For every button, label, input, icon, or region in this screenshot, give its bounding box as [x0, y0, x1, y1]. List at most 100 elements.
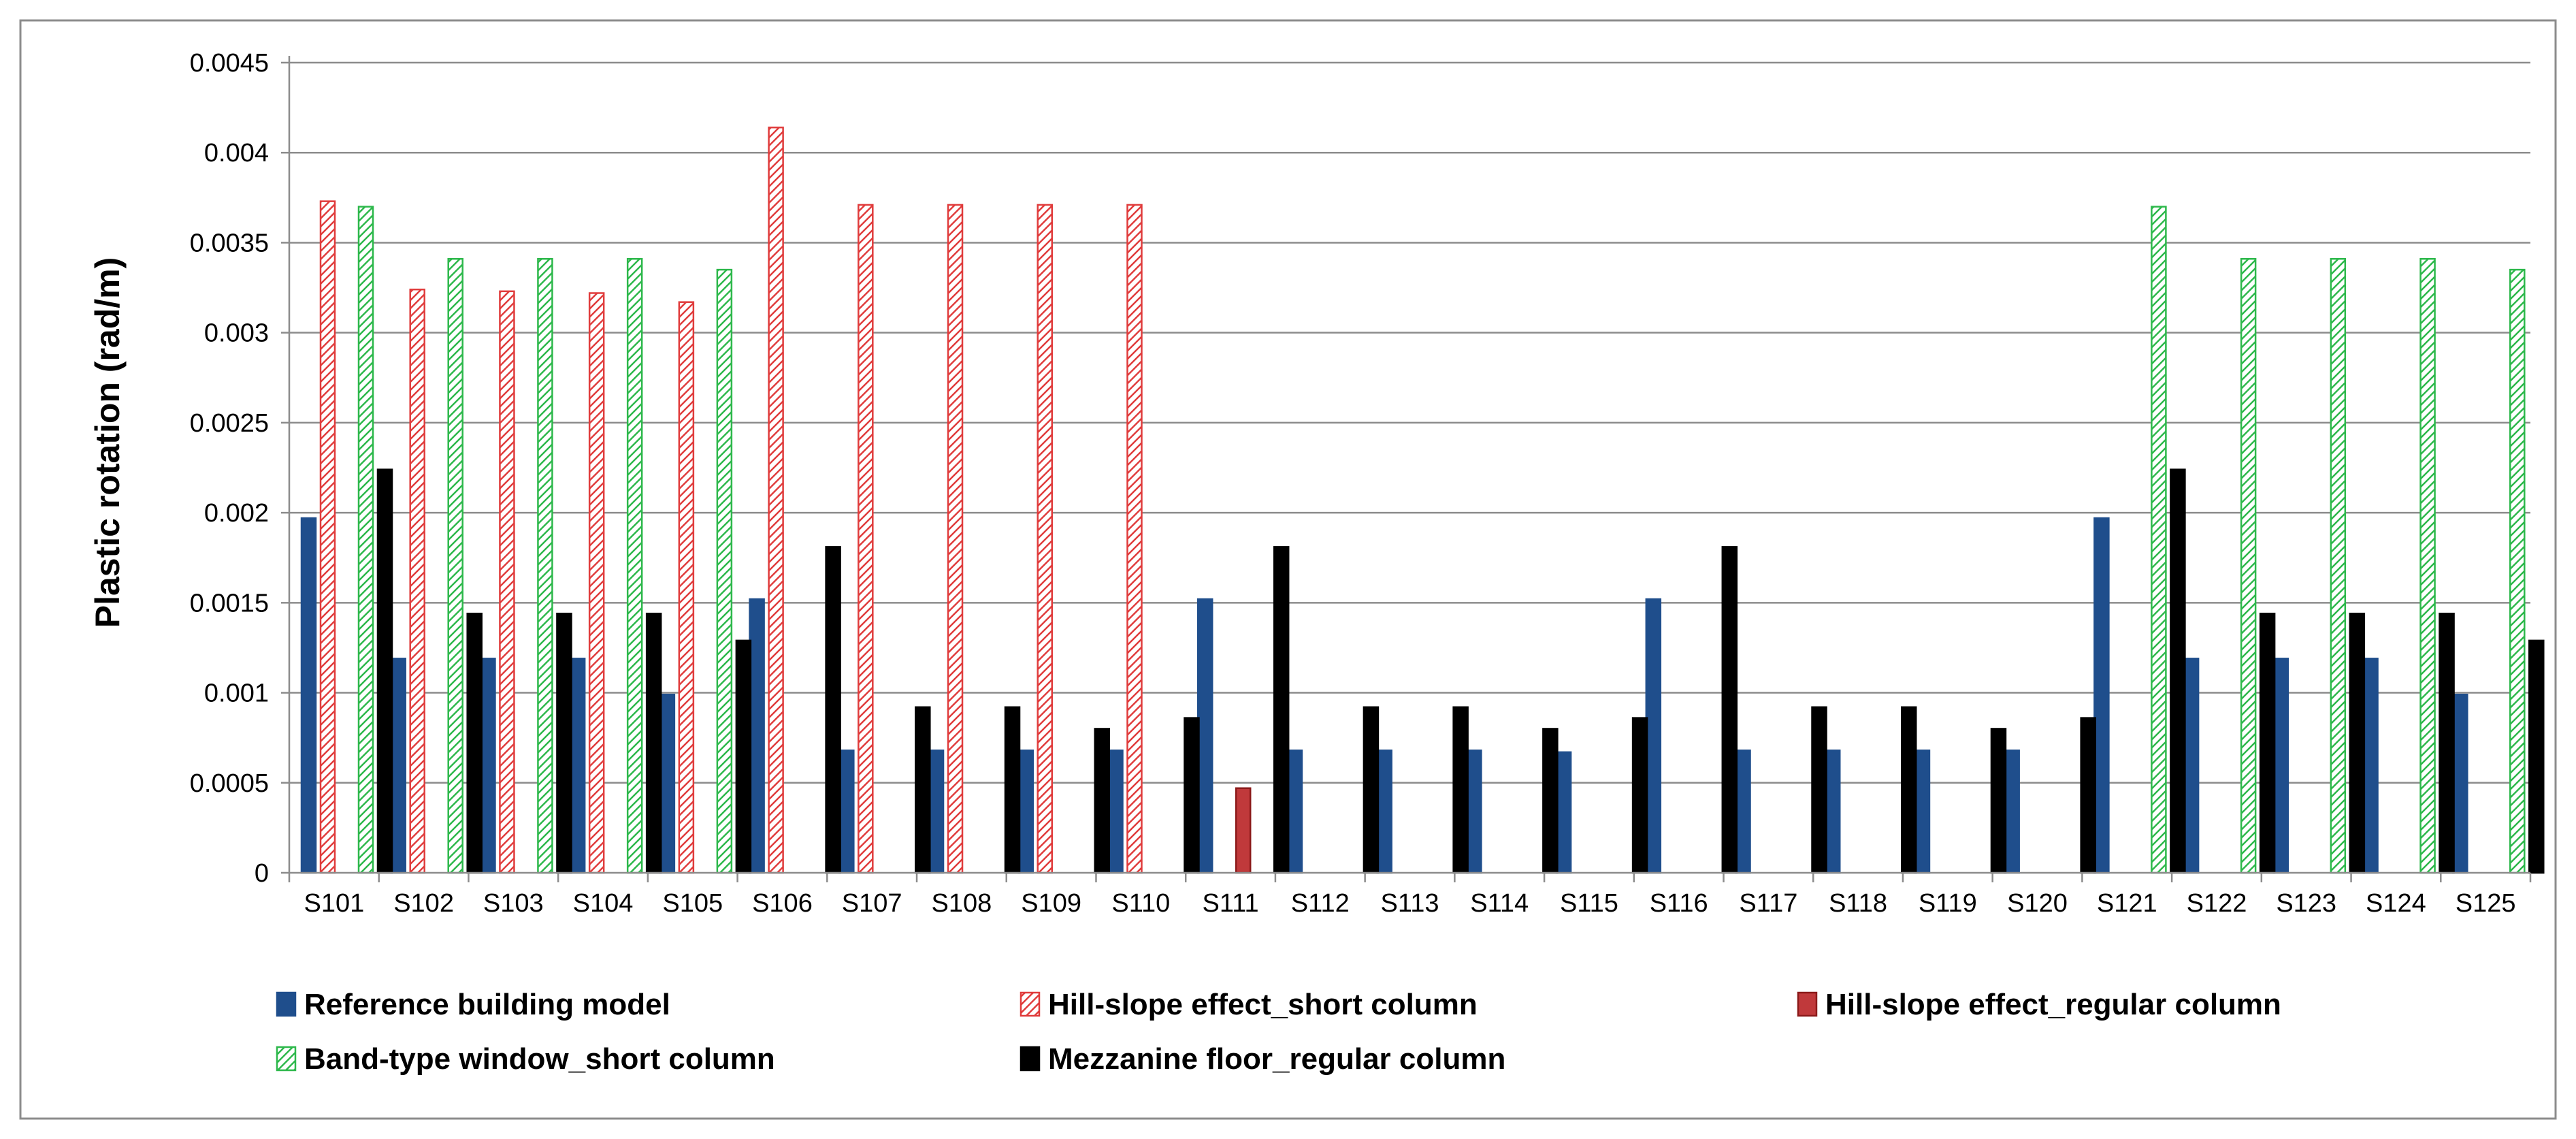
bar-reference-building-model-s103 — [480, 658, 496, 874]
bar-hill-slope-effect-short-column-s108 — [947, 204, 964, 874]
bar-mezzanine-floor-regular-column-s125 — [2528, 639, 2545, 874]
bar-reference-building-model-s123 — [2272, 658, 2289, 874]
x-tick-label: S122 — [2187, 889, 2247, 918]
y-tick-label: 0.004 — [204, 139, 269, 167]
bar-reference-building-model-s114 — [1466, 749, 1482, 874]
bar-mezzanine-floor-regular-column-s106 — [825, 546, 841, 874]
bar-band-type-window-short-column-s124 — [2419, 257, 2436, 874]
y-tick-label: 0.0045 — [190, 49, 269, 78]
bar-hill-slope-effect-short-column-s109 — [1037, 204, 1054, 874]
bar-reference-building-model-s111 — [1196, 598, 1213, 874]
bar-hill-slope-effect-short-column-s110 — [1126, 204, 1143, 874]
x-tick-label: S116 — [1650, 889, 1708, 918]
bar-mezzanine-floor-regular-column-s110 — [1184, 717, 1200, 874]
y-tick-label: 0.003 — [204, 319, 269, 348]
y-tick-label: 0.002 — [204, 499, 269, 528]
y-tick-label: 0.001 — [204, 679, 269, 708]
x-tick-label: S106 — [752, 889, 813, 918]
bar-reference-building-model-s113 — [1376, 749, 1392, 874]
bar-band-type-window-short-column-s122 — [2240, 257, 2257, 874]
x-tick-label: S114 — [1470, 889, 1529, 918]
bar-reference-building-model-s112 — [1286, 749, 1303, 874]
bar-reference-building-model-s106 — [749, 598, 765, 874]
legend-item: Mezzanine floor_regular column — [1020, 1042, 1505, 1076]
bar-band-type-window-short-column-s101 — [357, 206, 374, 874]
bar-reference-building-model-s117 — [1735, 749, 1751, 874]
legend-swatch — [276, 1046, 297, 1072]
bar-mezzanine-floor-regular-column-s119 — [1990, 728, 2007, 874]
bar-mezzanine-floor-regular-column-s116 — [1721, 546, 1738, 874]
x-tick-labels: S101 S102 S103 S104 S105 S106 S107 S108 S109 S110… — [288, 873, 2532, 918]
x-tick-label: S112 — [1291, 889, 1350, 918]
y-tick-labels: 0 0.0005 0.001 0.0015 0.002 0.0025 0.003 0.0035… — [190, 49, 289, 888]
bar-mezzanine-floor-regular-column-s121 — [2170, 468, 2186, 874]
bar-reference-building-model-s104 — [569, 658, 586, 874]
bar-band-type-window-short-column-s102 — [447, 257, 463, 874]
bar-hill-slope-effect-short-column-s101 — [319, 200, 336, 874]
bar-mezzanine-floor-regular-column-s111 — [1273, 546, 1290, 874]
bar-hill-slope-effect-short-column-s102 — [409, 288, 425, 874]
y-tick-label: 0.0015 — [190, 589, 269, 617]
y-tick-label: 0.0025 — [190, 409, 269, 438]
bar-reference-building-model-s102 — [390, 658, 406, 874]
bar-mezzanine-floor-regular-column-s113 — [1452, 706, 1469, 874]
bar-reference-building-model-s118 — [1824, 749, 1841, 874]
legend-label: Hill-slope effect_short column — [1048, 988, 1478, 1021]
bar-mezzanine-floor-regular-column-s123 — [2349, 612, 2366, 874]
bar-mezzanine-floor-regular-column-s109 — [1094, 728, 1111, 874]
bar-hill-slope-effect-regular-column-s111 — [1235, 787, 1252, 874]
bar-mezzanine-floor-regular-column-s115 — [1631, 717, 1648, 874]
bar-hill-slope-effect-short-column-s106 — [768, 126, 784, 874]
x-tick-label: S109 — [1021, 889, 1081, 918]
bar-mezzanine-floor-regular-column-s104 — [645, 612, 662, 874]
legend-label: Reference building model — [304, 988, 670, 1021]
bar-reference-building-model-s105 — [659, 693, 676, 874]
bar-mezzanine-floor-regular-column-s101 — [376, 468, 393, 874]
legend-swatch — [1797, 991, 1818, 1017]
bar-mezzanine-floor-regular-column-s112 — [1363, 706, 1380, 874]
x-tick-label: S105 — [662, 889, 723, 918]
bar-band-type-window-short-column-s121 — [2151, 206, 2167, 874]
bar-reference-building-model-s101 — [300, 517, 317, 874]
bar-reference-building-model-s115 — [1555, 751, 1572, 874]
legend-swatch — [276, 991, 297, 1017]
bar-mezzanine-floor-regular-column-s118 — [1900, 706, 1917, 874]
x-tick-label: S103 — [483, 889, 544, 918]
x-tick-label: S119 — [1919, 889, 1977, 918]
x-tick-label: S104 — [573, 889, 634, 918]
bar-reference-building-model-s109 — [1017, 749, 1034, 874]
legend-label: Mezzanine floor_regular column — [1048, 1042, 1505, 1076]
bar-reference-building-model-s116 — [1645, 598, 1662, 874]
legend-swatch — [1020, 1046, 1041, 1072]
bar-reference-building-model-s110 — [1107, 749, 1124, 874]
bar-mezzanine-floor-regular-column-s120 — [2080, 717, 2096, 874]
x-tick-label: S120 — [2007, 889, 2068, 918]
x-tick-label: S101 — [304, 889, 364, 918]
bar-mezzanine-floor-regular-column-s117 — [1811, 706, 1827, 874]
bar-band-type-window-short-column-s125 — [2509, 268, 2526, 874]
bar-mezzanine-floor-regular-column-s105 — [735, 639, 752, 874]
x-tick-label: S123 — [2276, 889, 2336, 918]
bar-reference-building-model-s124 — [2362, 658, 2379, 874]
bar-mezzanine-floor-regular-column-s107 — [915, 706, 931, 874]
x-tick-label: S125 — [2456, 889, 2516, 918]
x-tick-label: S121 — [2097, 889, 2157, 918]
x-tick-label: S111 — [1203, 889, 1259, 918]
y-tick-label: 0 — [255, 859, 269, 888]
axes — [288, 56, 2530, 874]
bar-mezzanine-floor-regular-column-s103 — [556, 612, 572, 874]
bar-reference-building-model-s121 — [2093, 517, 2110, 874]
bar-mezzanine-floor-regular-column-s114 — [1542, 728, 1559, 874]
x-tick-label: S118 — [1829, 889, 1887, 918]
bar-mezzanine-floor-regular-column-s108 — [1004, 706, 1021, 874]
legend-label: Band-type window_short column — [304, 1042, 775, 1076]
bar-hill-slope-effect-short-column-s104 — [588, 292, 605, 874]
y-axis-title: Plastic rotation (rad/m) — [88, 257, 127, 628]
legend-label: Hill-slope effect_regular column — [1825, 988, 2281, 1021]
bar-mezzanine-floor-regular-column-s124 — [2439, 612, 2455, 874]
y-tick-label: 0.0005 — [190, 769, 269, 798]
x-tick-label: S110 — [1111, 889, 1170, 918]
bar-band-type-window-short-column-s123 — [2330, 257, 2347, 874]
bar-reference-building-model-s125 — [2452, 693, 2468, 874]
